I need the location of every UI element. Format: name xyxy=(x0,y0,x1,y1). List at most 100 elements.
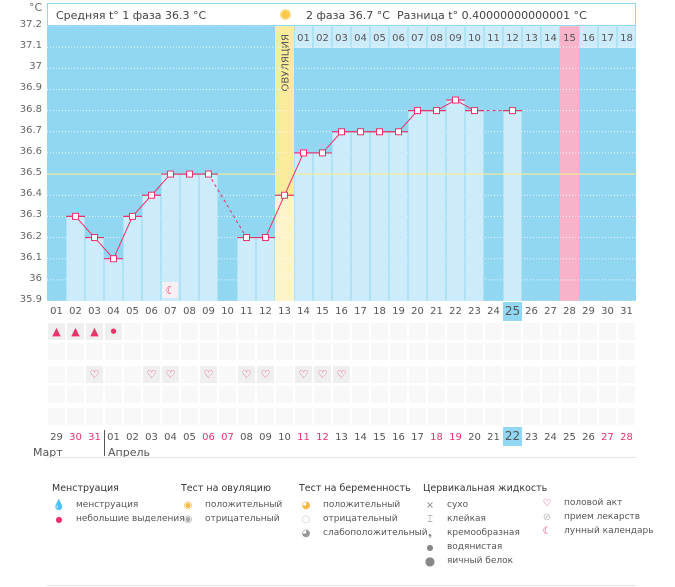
symptom-cell[interactable] xyxy=(580,386,597,403)
cycle-day-label[interactable]: 25 xyxy=(503,302,522,321)
symptom-cell[interactable] xyxy=(124,343,141,360)
heart-icon[interactable]: ♡ xyxy=(200,366,217,383)
symptom-cell[interactable] xyxy=(447,343,464,360)
symptom-cell[interactable] xyxy=(580,366,597,383)
symptom-cell[interactable] xyxy=(485,366,502,383)
symptom-cell[interactable] xyxy=(371,366,388,383)
cycle-day-label[interactable]: 01 xyxy=(50,306,63,317)
symptom-cell[interactable] xyxy=(48,408,65,425)
symptom-cell[interactable] xyxy=(485,343,502,360)
calendar-date-label[interactable]: 18 xyxy=(430,432,443,443)
symptom-cell[interactable] xyxy=(200,323,217,340)
symptom-cell[interactable] xyxy=(561,408,578,425)
symptom-cell[interactable] xyxy=(295,323,312,340)
cycle-day-label[interactable]: 28 xyxy=(563,306,576,317)
calendar-date-label[interactable]: 30 xyxy=(69,432,82,443)
symptom-cell[interactable] xyxy=(428,408,445,425)
spotting-icon[interactable]: ● xyxy=(105,323,122,340)
symptom-cell[interactable] xyxy=(105,366,122,383)
symptom-cell[interactable] xyxy=(618,366,635,383)
symptom-cell[interactable] xyxy=(276,386,293,403)
cycle-day-label[interactable]: 30 xyxy=(601,306,614,317)
symptom-cell[interactable] xyxy=(86,343,103,360)
symptom-cell[interactable] xyxy=(409,408,426,425)
calendar-date-label[interactable]: 24 xyxy=(544,432,557,443)
symptom-cell[interactable] xyxy=(238,323,255,340)
calendar-date-label[interactable]: 31 xyxy=(88,432,101,443)
heart-icon[interactable]: ♡ xyxy=(162,366,179,383)
calendar-date-label[interactable]: 01 xyxy=(107,432,120,443)
symptom-cell[interactable] xyxy=(86,408,103,425)
symptom-cell[interactable] xyxy=(181,386,198,403)
cycle-day-label[interactable]: 22 xyxy=(449,306,462,317)
calendar-date-label[interactable]: 04 xyxy=(164,432,177,443)
cycle-day-label[interactable]: 14 xyxy=(297,306,310,317)
symptom-cell[interactable] xyxy=(257,386,274,403)
symptom-cell[interactable] xyxy=(580,343,597,360)
symptom-cell[interactable] xyxy=(485,408,502,425)
cycle-day-label[interactable]: 05 xyxy=(126,306,139,317)
cycle-day-label[interactable]: 26 xyxy=(525,306,538,317)
cycle-day-label[interactable]: 16 xyxy=(335,306,348,317)
symptom-cell[interactable] xyxy=(333,323,350,340)
symptom-cell[interactable] xyxy=(447,386,464,403)
symptom-cell[interactable] xyxy=(504,323,521,340)
symptom-cell[interactable] xyxy=(599,323,616,340)
symptom-cell[interactable] xyxy=(181,408,198,425)
symptom-cell[interactable] xyxy=(561,323,578,340)
symptom-cell[interactable] xyxy=(561,343,578,360)
calendar-date-label[interactable]: 26 xyxy=(582,432,595,443)
symptom-cell[interactable] xyxy=(238,408,255,425)
calendar-date-label[interactable]: 17 xyxy=(411,432,424,443)
cycle-day-label[interactable]: 20 xyxy=(411,306,424,317)
symptom-cell[interactable] xyxy=(276,408,293,425)
symptom-cell[interactable] xyxy=(485,386,502,403)
symptom-cell[interactable] xyxy=(447,323,464,340)
menstruation-icon[interactable]: ▲ xyxy=(67,323,84,340)
symptom-cell[interactable] xyxy=(523,323,540,340)
symptom-cell[interactable] xyxy=(219,408,236,425)
symptom-cell[interactable] xyxy=(599,408,616,425)
symptom-cell[interactable] xyxy=(219,386,236,403)
symptom-cell[interactable] xyxy=(238,343,255,360)
symptom-cell[interactable] xyxy=(447,408,464,425)
cycle-day-label[interactable]: 09 xyxy=(202,306,215,317)
symptom-cell[interactable] xyxy=(219,366,236,383)
symptom-cell[interactable] xyxy=(181,343,198,360)
cycle-day-label[interactable]: 12 xyxy=(259,306,272,317)
heart-icon[interactable]: ♡ xyxy=(143,366,160,383)
symptom-cell[interactable] xyxy=(580,408,597,425)
cycle-day-label[interactable]: 31 xyxy=(620,306,633,317)
calendar-date-label[interactable]: 20 xyxy=(468,432,481,443)
symptom-cell[interactable] xyxy=(428,366,445,383)
cycle-day-label[interactable]: 27 xyxy=(544,306,557,317)
symptom-cell[interactable] xyxy=(124,386,141,403)
cycle-day-label[interactable]: 13 xyxy=(278,306,291,317)
calendar-date-label[interactable]: 12 xyxy=(316,432,329,443)
symptom-cell[interactable] xyxy=(314,386,331,403)
cycle-day-label[interactable]: 24 xyxy=(487,306,500,317)
symptom-cell[interactable] xyxy=(181,366,198,383)
symptom-cell[interactable] xyxy=(542,343,559,360)
symptom-cell[interactable] xyxy=(542,408,559,425)
symptom-cell[interactable] xyxy=(162,343,179,360)
heart-icon[interactable]: ♡ xyxy=(295,366,312,383)
symptom-cell[interactable] xyxy=(542,386,559,403)
symptom-cell[interactable] xyxy=(257,408,274,425)
symptom-cell[interactable] xyxy=(390,386,407,403)
symptom-cell[interactable] xyxy=(371,408,388,425)
calendar-date-label[interactable]: 09 xyxy=(259,432,272,443)
symptom-cell[interactable] xyxy=(295,386,312,403)
symptom-cell[interactable] xyxy=(105,386,122,403)
symptom-cell[interactable] xyxy=(523,408,540,425)
symptom-cell[interactable] xyxy=(618,386,635,403)
symptom-cell[interactable] xyxy=(143,323,160,340)
symptom-cell[interactable] xyxy=(523,386,540,403)
symptom-cell[interactable] xyxy=(523,343,540,360)
calendar-date-label[interactable]: 11 xyxy=(297,432,310,443)
symptom-cell[interactable] xyxy=(371,343,388,360)
symptom-cell[interactable] xyxy=(428,323,445,340)
symptom-cell[interactable] xyxy=(124,323,141,340)
symptom-cell[interactable] xyxy=(466,386,483,403)
symptom-cell[interactable] xyxy=(314,343,331,360)
